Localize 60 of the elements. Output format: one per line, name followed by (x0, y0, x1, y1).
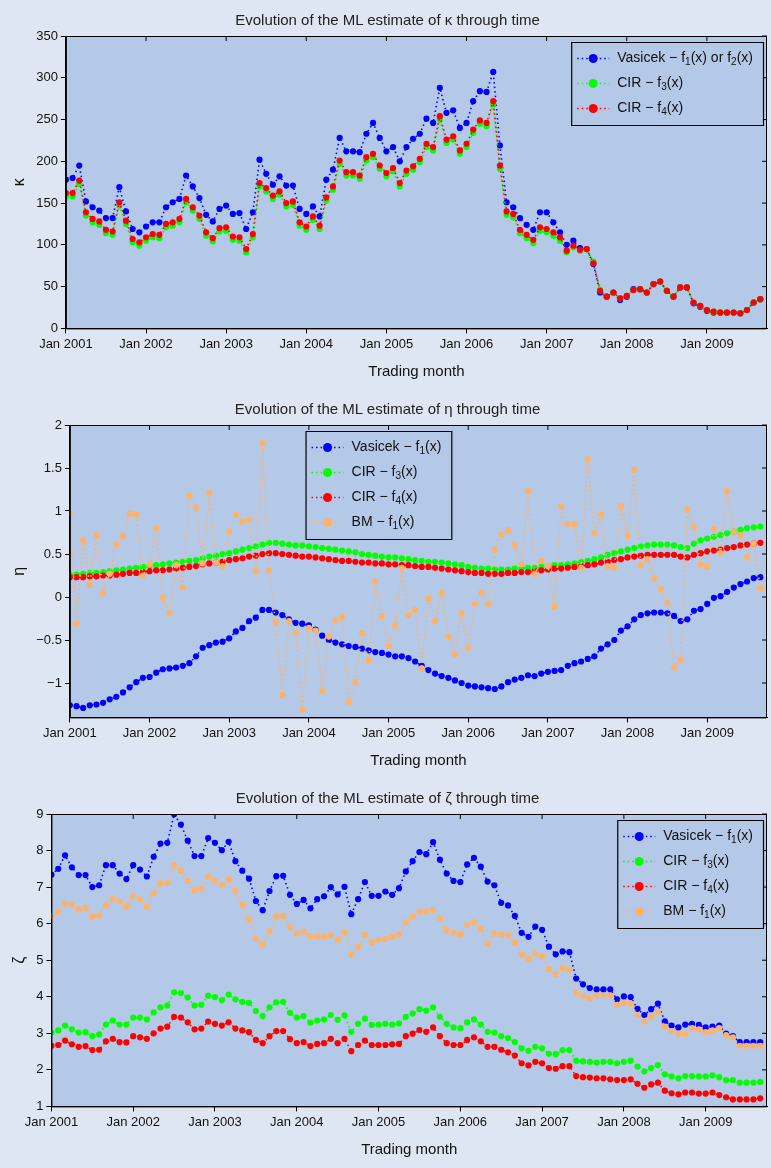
x-tick-label: Jan 2008 (597, 1113, 651, 1129)
x-tick-label: Jan 2009 (680, 724, 734, 740)
y-axis-title: κ (10, 177, 28, 187)
y-axis-title: η (10, 566, 28, 576)
y-tick-label: 150 (36, 194, 58, 210)
y-tick-label: 0 (54, 588, 62, 604)
x-tick-label: Jan 2006 (441, 724, 495, 740)
y-tick-label: 2 (54, 416, 62, 432)
x-tick-label: Jan 2005 (361, 724, 416, 740)
y-tick-label: 4 (36, 988, 44, 1004)
x-tick-label: Jan 2004 (279, 335, 334, 351)
x-tick-label: Jan 2007 (519, 335, 574, 351)
y-tick-label: 1.5 (43, 459, 62, 475)
x-tick-label: Jan 2004 (270, 1113, 324, 1129)
y-tick-label: 0.5 (43, 545, 62, 561)
chart-title: Evolution of the ML estimate of η through time (234, 400, 541, 418)
x-axis-title: Trading month (368, 362, 465, 380)
x-tick-label: Jan 2008 (600, 335, 654, 351)
x-tick-label: Jan 2003 (188, 1113, 242, 1129)
y-tick-label: 3 (36, 1024, 44, 1040)
x-tick-label: Jan 2002 (119, 335, 173, 351)
y-tick-label: 2 (36, 1061, 44, 1077)
x-tick-label: Jan 2007 (521, 724, 575, 740)
y-tick-label: 50 (43, 278, 58, 294)
x-tick-label: Jan 2002 (122, 724, 177, 740)
y-tick-label: 1 (54, 502, 62, 518)
y-tick-label: 5 (36, 951, 44, 967)
x-tick-label: Jan 2005 (351, 1113, 406, 1129)
y-tick-label: 200 (36, 152, 58, 168)
x-tick-label: Jan 2002 (106, 1113, 160, 1129)
y-tick-label: 6 (36, 915, 44, 931)
y-tick-label: −1 (47, 674, 62, 690)
y-tick-label: 250 (36, 111, 58, 127)
y-tick-label: 100 (36, 236, 58, 252)
y-tick-label: −0.5 (36, 631, 62, 647)
x-tick-label: Jan 2004 (282, 724, 336, 740)
x-tick-label: Jan 2003 (199, 335, 253, 351)
x-tick-label: Jan 2001 (43, 724, 97, 740)
y-tick-label: 7 (36, 878, 44, 894)
chart-title: Evolution of the ML estimate of κ through time (235, 11, 540, 29)
x-tick-label: Jan 2006 (439, 335, 494, 351)
x-tick-label: Jan 2003 (202, 724, 256, 740)
y-axis-title: ζ (10, 956, 29, 964)
x-axis-title: Trading month (361, 1140, 458, 1158)
x-tick-label: Jan 2005 (359, 335, 414, 351)
y-tick-label: 1 (36, 1097, 44, 1113)
y-tick-label: 300 (36, 69, 58, 85)
x-tick-label: Jan 2009 (678, 1113, 733, 1129)
y-tick-label: 9 (36, 805, 44, 821)
x-tick-label: Jan 2009 (680, 335, 734, 351)
x-axis-title: Trading month (370, 751, 467, 769)
chart-title: Evolution of the ML estimate of ζ through time (235, 789, 540, 807)
x-tick-label: Jan 2007 (515, 1113, 569, 1129)
y-tick-label: 0 (50, 319, 58, 335)
x-tick-label: Jan 2001 (24, 1113, 79, 1129)
x-tick-label: Jan 2008 (600, 724, 655, 740)
x-tick-label: Jan 2006 (433, 1113, 488, 1129)
y-tick-label: 8 (36, 842, 44, 858)
x-tick-label: Jan 2001 (39, 335, 93, 351)
y-tick-label: 350 (36, 27, 58, 43)
